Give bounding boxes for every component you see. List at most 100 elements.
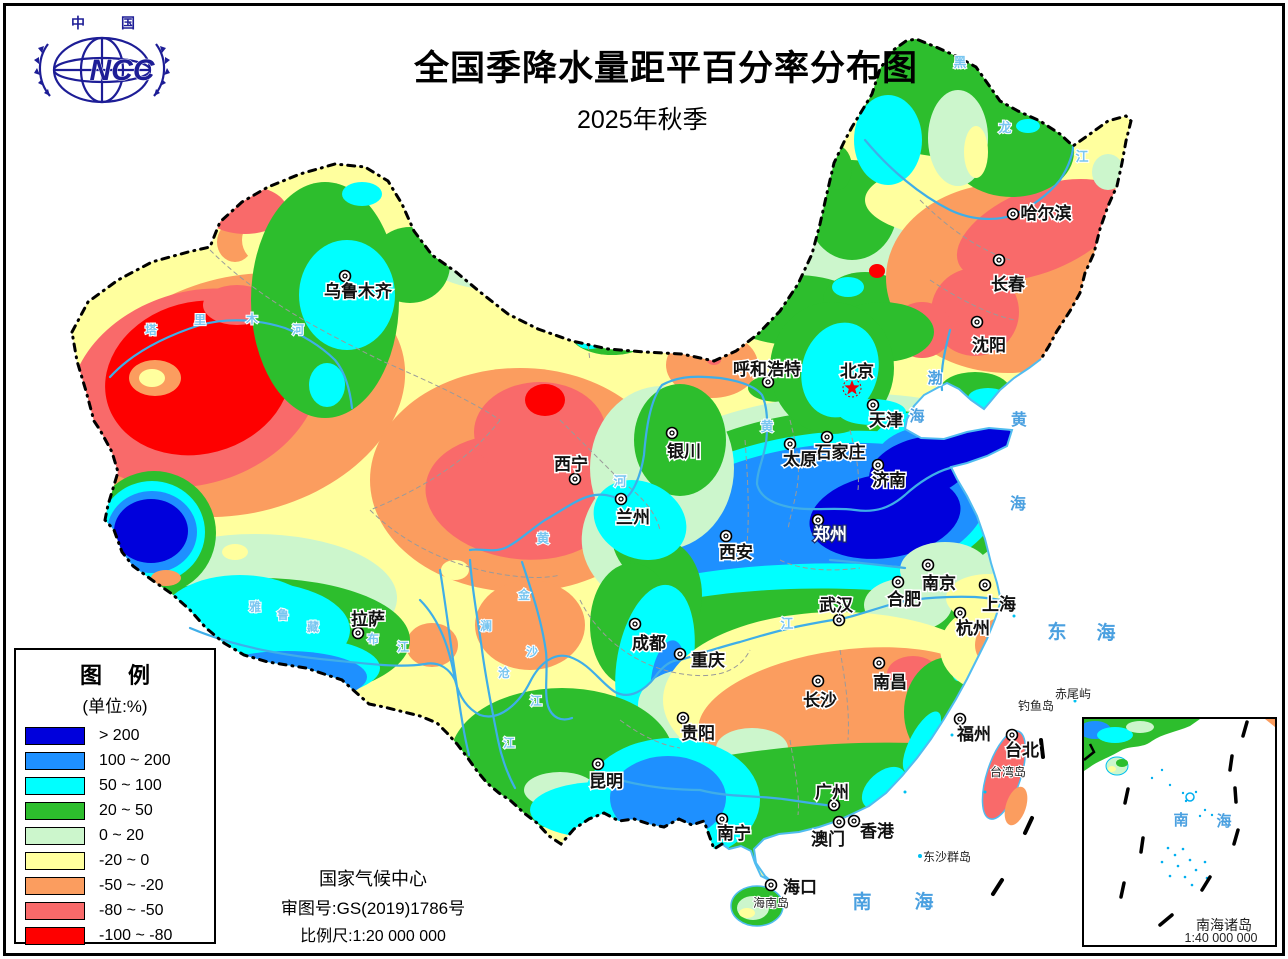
river-name-label: 塔	[145, 322, 158, 337]
city-marker-inner	[895, 579, 901, 585]
city-name-label: 香港	[860, 821, 895, 841]
map-credits: 国家气候中心 审图号:GS(2019)1786号 比例尺:1:20 000 00…	[258, 864, 488, 950]
city-marker: 银川	[666, 426, 703, 463]
river-name-label: 金	[517, 587, 531, 602]
city-marker-inner	[824, 434, 830, 440]
city-marker-inner	[572, 476, 578, 482]
city-marker: 济南	[871, 458, 908, 492]
legend-item: -80 ~ -50	[16, 898, 214, 923]
capital-star-icon	[844, 380, 860, 395]
river-name-label: 黄	[760, 419, 773, 434]
city-name-label: 澳门	[811, 829, 845, 849]
page-title: 全国季降水量距平百分率分布图	[414, 49, 919, 88]
city-name-label: 济南	[872, 470, 906, 490]
river-name-label: 鲁	[276, 607, 289, 622]
city-marker-inner	[957, 716, 963, 722]
island-label: 赤尾屿	[1055, 687, 1091, 701]
city-name-label: 乌鲁木齐	[324, 281, 393, 301]
city-marker: 南宁	[716, 812, 753, 845]
city-marker: 拉萨	[350, 608, 387, 640]
city-marker: 成都	[628, 617, 668, 655]
river-name-label: 里	[194, 312, 206, 327]
sea-label: 南	[852, 891, 871, 913]
city-name-label: 南昌	[873, 672, 907, 692]
city-marker-inner	[787, 441, 793, 447]
city-marker: 西宁	[553, 453, 590, 486]
legend: 图 例 (单位:%) > 200 100 ~ 200 50 ~ 100 20 ~ 50…	[14, 648, 216, 945]
river-name-label: 江	[780, 616, 793, 631]
legend-swatch	[25, 926, 85, 945]
city-marker-inner	[815, 517, 821, 523]
legend-label: 0 ~ 20	[99, 826, 144, 844]
city-marker: 武汉	[818, 594, 855, 627]
legend-swatch	[25, 876, 85, 895]
river-name-label: 布	[367, 631, 379, 646]
city-marker-inner	[875, 462, 881, 468]
legend-swatch	[25, 801, 85, 820]
inset-south-china-sea: 南 海 南海诸岛 1:40 000 000	[1082, 717, 1277, 947]
city-name-label: 拉萨	[351, 609, 385, 629]
city-marker-inner	[1010, 211, 1016, 217]
city-name-label: 贵阳	[681, 723, 715, 743]
city-marker: 昆明	[588, 757, 625, 793]
legend-label: -100 ~ -80	[99, 926, 173, 944]
city-marker-inner	[719, 816, 725, 822]
legend-item: 0 ~ 20	[16, 823, 214, 848]
city-marker-inner	[876, 660, 882, 666]
city-marker-inner	[595, 761, 601, 767]
city-marker: 香港	[847, 814, 896, 843]
city-marker: 天津	[866, 398, 905, 432]
river-name-label: 江	[503, 735, 515, 750]
svg-text:海: 海	[1216, 812, 1231, 830]
city-marker: 广州	[814, 781, 851, 812]
river-name-label: 澜	[480, 619, 492, 633]
legend-rows: > 200 100 ~ 200 50 ~ 100 20 ~ 50 0 ~ 20 -20 ~…	[16, 723, 214, 948]
city-name-label: 南京	[922, 573, 956, 593]
city-name-label: 福州	[956, 724, 991, 744]
city-marker-inner	[974, 319, 980, 325]
legend-label: 100 ~ 200	[99, 751, 171, 769]
city-marker: 长沙	[802, 674, 839, 712]
city-marker-inner	[669, 430, 675, 436]
city-name-label: 兰州	[616, 507, 650, 527]
city-marker: 兰州	[615, 492, 652, 529]
city-marker: 南京	[921, 558, 958, 595]
island-label: 东沙群岛	[923, 849, 971, 864]
city-marker-inner	[836, 819, 842, 825]
island-label: 钓鱼岛	[1018, 698, 1054, 713]
logo-country-left: 中	[71, 15, 85, 31]
city-marker-inner	[851, 818, 857, 824]
city-marker-inner	[925, 562, 931, 568]
hainan-island	[730, 885, 784, 927]
legend-item: > 200	[16, 723, 214, 748]
river-name-label: 黑	[953, 55, 966, 70]
legend-label: -80 ~ -50	[99, 901, 164, 919]
city-marker: 沈阳	[971, 315, 1008, 357]
city-name-label: 重庆	[691, 650, 725, 670]
legend-label: -20 ~ 0	[99, 851, 150, 869]
capital-ring	[842, 378, 862, 398]
city-marker-inner	[355, 630, 361, 636]
coastline	[721, 358, 1042, 882]
city-name-label: 呼和浩特	[733, 359, 801, 379]
city-name-label: 合肥	[887, 589, 921, 609]
legend-swatch	[25, 751, 85, 770]
city-name-label: 太原	[783, 449, 817, 469]
river-name-label: 沙	[526, 645, 538, 659]
sea-labels: 渤海 黄海东 海南海	[851, 368, 1117, 915]
city-name-label: 哈尔滨	[1021, 203, 1072, 223]
city-marker: 福州	[953, 712, 993, 746]
city-marker-inner	[1009, 732, 1015, 738]
city-marker-inner	[618, 496, 624, 502]
sea-label: 海	[1010, 494, 1026, 513]
legend-label: 50 ~ 100	[99, 776, 162, 794]
city-name-label: 海口	[783, 877, 817, 897]
city-name-label: 长春	[991, 274, 1025, 294]
city-name-label: 西宁	[554, 454, 588, 474]
city-marker: 乌鲁木齐	[323, 269, 394, 303]
city-marker-inner	[836, 617, 842, 623]
city-marker-inner	[831, 802, 837, 808]
city-marker: 哈尔滨	[1006, 202, 1073, 225]
